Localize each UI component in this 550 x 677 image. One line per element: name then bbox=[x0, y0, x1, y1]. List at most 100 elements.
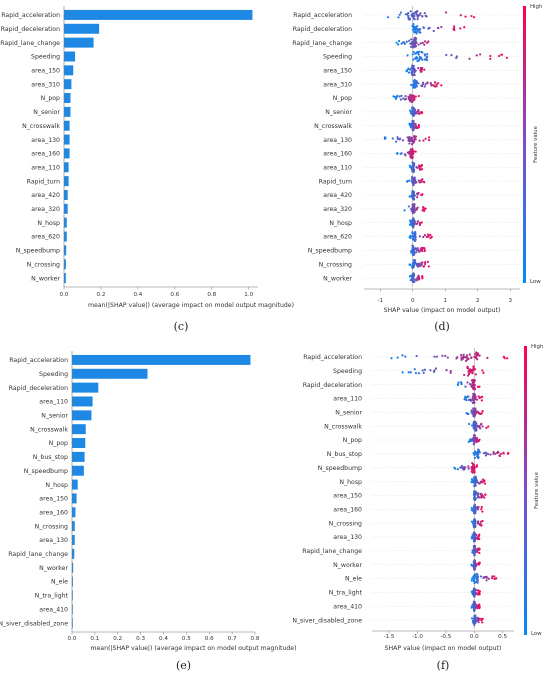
shap-point bbox=[474, 396, 477, 399]
feature-label: N_crosswalk bbox=[30, 426, 68, 433]
shap-point bbox=[423, 40, 427, 43]
shap-point bbox=[397, 16, 400, 19]
feature-label: area_110 bbox=[333, 396, 362, 403]
shap-point bbox=[411, 120, 415, 123]
shap-point bbox=[408, 18, 411, 21]
shap-point bbox=[412, 184, 415, 187]
x-axis-label: mean(|SHAP value|) (average impact on mo… bbox=[88, 302, 294, 309]
shap-point bbox=[476, 548, 479, 552]
shap-point bbox=[468, 382, 472, 386]
feature-label: N_pop bbox=[49, 440, 68, 447]
shap-point bbox=[409, 126, 413, 129]
shap-point bbox=[414, 138, 417, 141]
bar bbox=[72, 479, 78, 490]
feature-label: N_crosswalk bbox=[314, 123, 352, 130]
shap-point bbox=[414, 230, 417, 234]
shap-point bbox=[416, 220, 419, 223]
feature-label: N_ele bbox=[51, 579, 68, 586]
feature-label: Speeding bbox=[39, 371, 68, 378]
shap-point bbox=[487, 425, 490, 428]
shap-point bbox=[482, 452, 485, 455]
shap-point bbox=[502, 452, 505, 455]
shap-point bbox=[474, 564, 477, 567]
shap-point bbox=[489, 453, 492, 456]
shap-point bbox=[418, 55, 422, 59]
shap-point bbox=[421, 275, 424, 279]
shap-point bbox=[480, 496, 483, 499]
shap-point bbox=[481, 510, 484, 513]
shap-point bbox=[435, 83, 438, 86]
shap-point bbox=[460, 464, 463, 468]
bar bbox=[64, 106, 71, 117]
shap-point bbox=[412, 86, 415, 89]
shap-point bbox=[411, 169, 414, 172]
shap-point bbox=[478, 412, 481, 415]
feature-label: N_worker bbox=[323, 275, 352, 282]
shap-point bbox=[472, 497, 476, 501]
shap-point bbox=[449, 371, 452, 374]
feature-label: area_130 bbox=[31, 137, 60, 144]
bar bbox=[72, 576, 73, 587]
shap-point bbox=[404, 154, 407, 157]
shap-point bbox=[422, 180, 425, 183]
shap-point bbox=[394, 97, 398, 101]
shap-point bbox=[412, 17, 415, 20]
shap-point bbox=[472, 381, 476, 384]
shap-point bbox=[466, 381, 469, 384]
shap-point bbox=[470, 470, 473, 473]
shap-point bbox=[423, 85, 426, 88]
shap-point bbox=[390, 357, 393, 360]
shap-point bbox=[476, 616, 480, 619]
shap-point bbox=[478, 438, 481, 441]
shap-point bbox=[473, 615, 476, 618]
feature-label: area_110 bbox=[31, 164, 60, 171]
shap-point bbox=[474, 407, 477, 410]
shap-point bbox=[480, 399, 483, 402]
shap-point bbox=[468, 372, 471, 375]
bar bbox=[64, 259, 66, 270]
shap-point bbox=[472, 548, 476, 551]
shap-point bbox=[411, 110, 414, 114]
panel-d: Rapid_acceleration Rapid_deceleration Rapi… bbox=[292, 4, 542, 333]
shap-point bbox=[420, 246, 423, 250]
shap-point bbox=[434, 367, 438, 370]
shap-point bbox=[413, 204, 416, 208]
shap-point bbox=[482, 371, 485, 374]
shap-point bbox=[416, 265, 419, 268]
shap-point bbox=[405, 70, 408, 73]
shap-point bbox=[396, 356, 399, 359]
shap-point bbox=[417, 59, 421, 62]
shap-point bbox=[435, 355, 438, 358]
shap-point bbox=[463, 26, 466, 29]
shap-point bbox=[417, 249, 420, 252]
shap-point bbox=[481, 395, 484, 398]
shap-point bbox=[473, 456, 476, 459]
shap-point bbox=[418, 57, 422, 60]
bar bbox=[72, 465, 84, 476]
shap-point bbox=[422, 235, 425, 239]
feature-label: area_420 bbox=[323, 192, 352, 199]
shap-point bbox=[418, 263, 421, 267]
shap-point bbox=[455, 357, 458, 360]
shap-point bbox=[464, 356, 467, 359]
shap-point bbox=[472, 560, 476, 563]
feature-label: Rapid_deceleration bbox=[303, 382, 362, 389]
shap-point bbox=[416, 110, 419, 113]
feature-label: Rapid_deceleration bbox=[9, 385, 68, 392]
shap-point bbox=[459, 466, 462, 469]
shap-point bbox=[424, 137, 427, 140]
shap-point bbox=[479, 575, 483, 578]
shap-point bbox=[494, 452, 497, 455]
shap-point bbox=[435, 85, 438, 88]
feature-label: N_hosp bbox=[339, 479, 362, 486]
shap-point bbox=[470, 424, 474, 427]
shap-point bbox=[423, 246, 426, 250]
bar bbox=[64, 37, 94, 48]
feature-label: N_crosswalk bbox=[324, 423, 362, 430]
shap-point bbox=[415, 85, 418, 88]
x-tick-label: 2 bbox=[476, 298, 480, 304]
shap-point bbox=[473, 568, 477, 571]
shap-point bbox=[429, 233, 432, 236]
panel-c: Rapid_acceleration Rapid_deceleration Rapi… bbox=[0, 6, 294, 333]
shap-point bbox=[432, 370, 436, 373]
